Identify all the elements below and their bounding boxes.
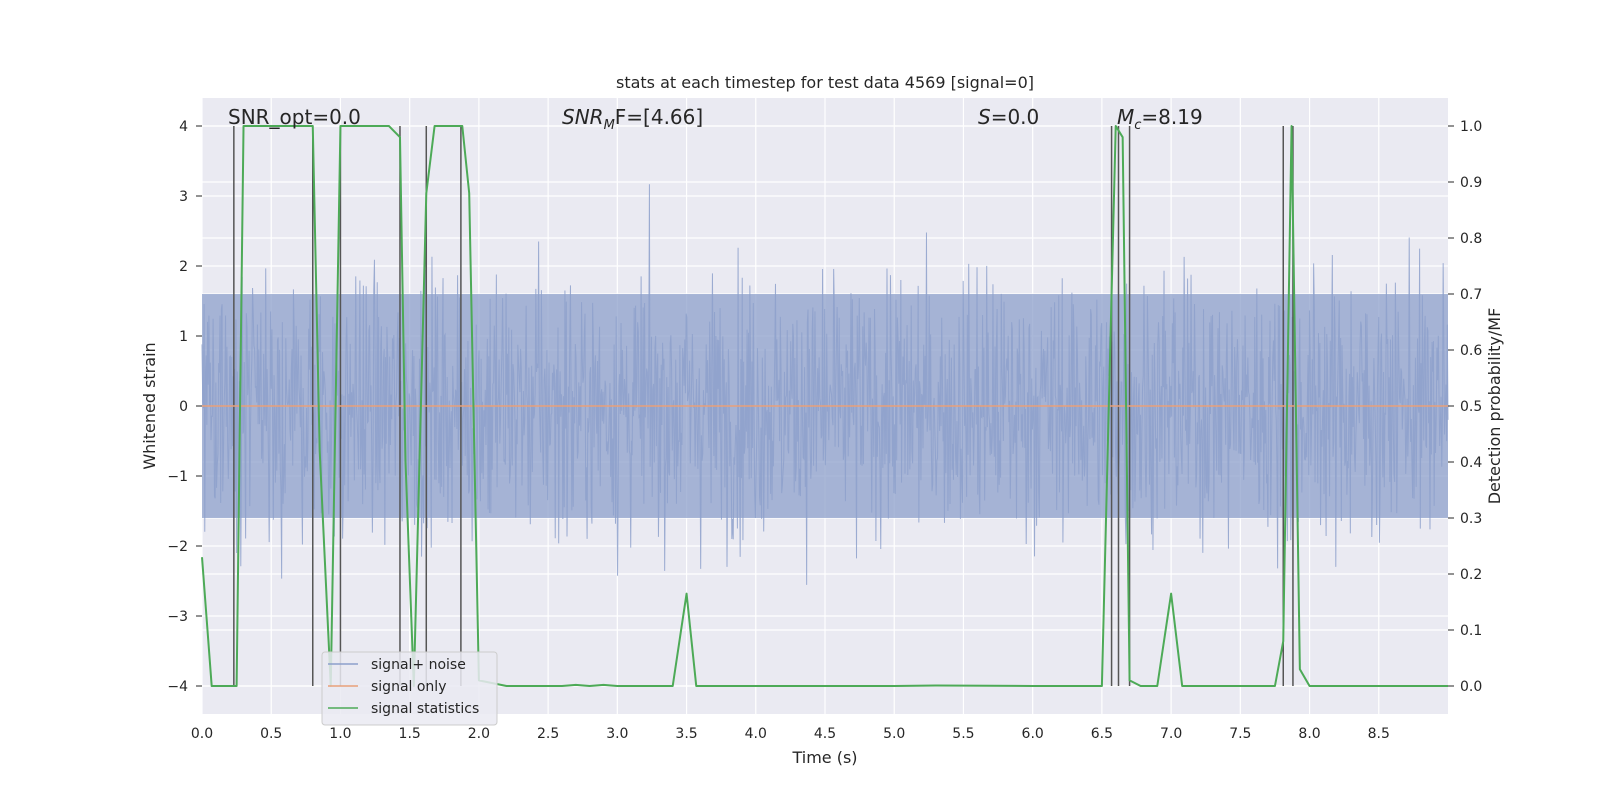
legend-label-signal-statistics: signal statistics [371, 701, 479, 717]
x-tick-label: 6.5 [1091, 726, 1113, 742]
x-tick-label: 8.5 [1368, 726, 1390, 742]
y-right-tick-label: 0.6 [1460, 343, 1482, 359]
signal-statistics-line [201, 125, 1448, 687]
x-tick-label: 2.5 [537, 726, 559, 742]
legend-label-signal-only: signal only [371, 679, 446, 695]
x-tick-label: 7.0 [1160, 726, 1182, 742]
y-right-axis-label: Detection probability/MF [1485, 308, 1504, 505]
chart-title: stats at each timestep for test data 456… [616, 73, 1034, 92]
y-right-tick-label: 0.8 [1460, 231, 1482, 247]
x-tick-label: 0.5 [260, 726, 282, 742]
signal-statistics-series [201, 125, 1448, 687]
y-tick-label: 1 [179, 329, 188, 345]
x-tick-label: 3.5 [675, 726, 697, 742]
y-right-tick-label: 0.2 [1460, 567, 1482, 583]
y-right-axis-ticks: 1.0 0.9 0.8 0.7 0.6 0.5 0.4 0.3 0.2 0.1 0.0 [1448, 119, 1482, 695]
y-right-tick-label: 0.7 [1460, 287, 1482, 303]
x-tick-label: 0.0 [191, 726, 213, 742]
y-tick-label: −2 [167, 539, 188, 555]
x-tick-label: 8.0 [1298, 726, 1320, 742]
y-tick-label: −3 [167, 609, 188, 625]
y-axis-ticks: 4 3 2 1 0 −1 −2 −3 −4 [167, 119, 202, 695]
annotation-mc: Mc=8.19 [1117, 105, 1203, 133]
y-tick-label: 2 [179, 259, 188, 275]
legend: signal+ noise signal only signal statist… [321, 651, 498, 726]
x-tick-label: 7.5 [1229, 726, 1251, 742]
signal-noise-line [201, 184, 1449, 585]
annotation-snr-mf: SNRMF=[4.66] [562, 105, 703, 133]
y-right-tick-label: 0.5 [1460, 399, 1482, 415]
y-right-tick-label: 0.9 [1460, 175, 1482, 191]
y-right-tick-label: 0.3 [1460, 511, 1482, 527]
y-right-tick-label: 0.4 [1460, 455, 1482, 471]
y-right-tick-label: 1.0 [1460, 119, 1482, 135]
x-tick-label: 4.0 [745, 726, 767, 742]
x-tick-label: 2.0 [468, 726, 490, 742]
x-tick-label: 5.5 [952, 726, 974, 742]
x-axis-ticks: 0.0 0.5 1.0 1.5 2.0 2.5 3.0 3.5 4.0 4.5 5.0 5.5 6.0 6… [191, 726, 1390, 742]
x-tick-label: 1.0 [329, 726, 351, 742]
y-tick-label: 3 [179, 189, 188, 205]
y-axis-label: Whitened strain [140, 342, 159, 469]
legend-box [321, 651, 498, 726]
legend-label-signal-noise: signal+ noise [371, 657, 466, 673]
y-tick-label: 0 [179, 399, 188, 415]
y-tick-label: −1 [167, 469, 188, 485]
y-right-tick-label: 0.1 [1460, 623, 1482, 639]
annotation-snr-opt: SNR_opt=0.0 [228, 105, 361, 129]
y-tick-label: −4 [167, 679, 188, 695]
x-tick-label: 5.0 [883, 726, 905, 742]
x-tick-label: 6.0 [1022, 726, 1044, 742]
y-right-tick-label: 0.0 [1460, 679, 1482, 695]
y-tick-label: 4 [179, 119, 188, 135]
x-tick-label: 1.5 [399, 726, 421, 742]
x-tick-label: 3.0 [606, 726, 628, 742]
annotation-s: S=0.0 [978, 105, 1039, 129]
x-tick-label: 4.5 [814, 726, 836, 742]
x-axis-label: Time (s) [791, 748, 857, 767]
